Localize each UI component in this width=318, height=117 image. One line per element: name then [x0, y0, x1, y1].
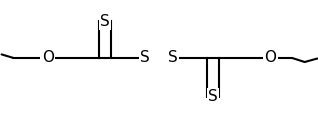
Text: S: S — [140, 50, 149, 65]
Text: S: S — [208, 89, 218, 104]
Text: O: O — [42, 50, 54, 65]
Text: O: O — [264, 50, 276, 65]
Text: S: S — [169, 50, 178, 65]
Text: S: S — [100, 14, 110, 29]
